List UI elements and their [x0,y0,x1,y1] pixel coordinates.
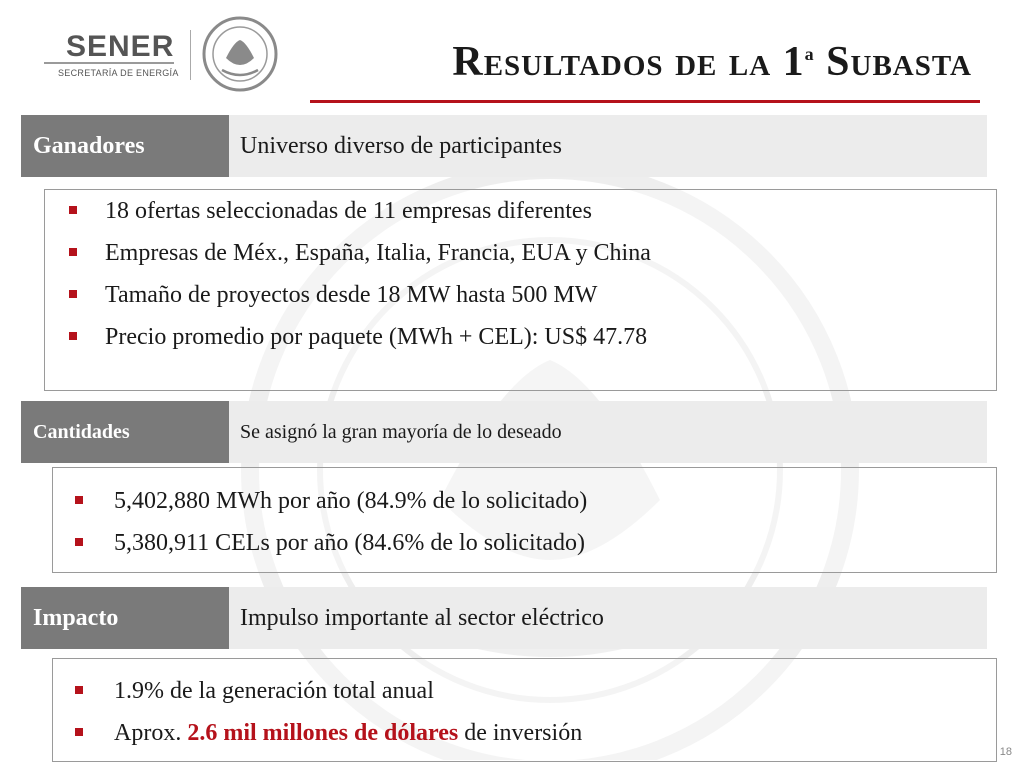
section-description: Universo diverso de participantes [240,133,562,159]
list-item-text: Empresas de Méx., España, Italia, Franci… [105,240,651,266]
list-item-text: 18 ofertas seleccionadas de 11 empresas … [105,198,592,224]
list-item: Precio promedio por paquete (MWh + CEL):… [45,321,996,363]
list-item-text: 5,402,880 MWh por año (84.9% de lo solic… [114,488,588,514]
logo-wordmark: SENER [66,30,175,63]
investment-highlight: 2.6 mil millones de dólares [187,720,459,746]
section-bar-ganadores: Ganadores Universo diverso de participan… [21,115,987,177]
list-item-text: Tamaño de proyectos desde 18 MW hasta 50… [105,282,598,308]
header-separator [190,30,191,80]
list-item: 18 ofertas seleccionadas de 11 empresas … [45,195,996,237]
section-description: Impulso importante al sector eléctrico [240,605,604,631]
logo-subtitle: SECRETARÍA DE ENERGÍA [58,68,179,78]
title-underline [310,100,980,103]
section-tag: Ganadores [21,115,229,177]
bullet-icon [69,248,77,256]
section-box-ganadores: 18 ofertas seleccionadas de 11 empresas … [44,189,997,391]
section-bar-cantidades: Cantidades Se asignó la gran mayoría de … [21,401,987,463]
page-title: Resultados de la 1a Subasta [452,38,972,86]
bullet-icon [69,206,77,214]
title-main: Resultados de la 1 [452,39,805,85]
section-tag: Cantidades [21,401,229,463]
list-item: 5,380,911 CELs por año (84.6% de lo soli… [53,527,996,569]
list-item-text-suffix: de inversión [458,720,583,746]
bullet-icon [75,686,83,694]
section-bar-impacto: Impacto Impulso importante al sector elé… [21,587,987,649]
bullet-icon [75,496,83,504]
section-tag: Impacto [21,587,229,649]
sener-logo: SENER SECRETARÍA DE ENERGÍA [44,24,184,84]
list-item: Tamaño de proyectos desde 18 MW hasta 50… [45,279,996,321]
title-superscript: a [804,44,815,64]
bullet-icon [75,538,83,546]
section-box-impacto: 1.9% de la generación total anual Aprox.… [52,658,997,762]
list-item: 1.9% de la generación total anual [53,675,996,717]
list-item-text-prefix: Aprox. [114,720,188,746]
title-tail: Subasta [814,39,972,85]
section-description: Se asignó la gran mayoría de lo deseado [240,421,562,443]
logo-divider [44,62,174,64]
bullet-icon [69,290,77,298]
bullet-icon [75,728,83,736]
list-item-text: 5,380,911 CELs por año (84.6% de lo soli… [114,530,586,556]
national-seal-icon [202,16,278,92]
list-item: Empresas de Méx., España, Italia, Franci… [45,237,996,279]
list-item-text: Precio promedio por paquete (MWh + CEL):… [105,324,648,350]
page-number: 18 [999,746,1012,758]
list-item: 5,402,880 MWh por año (84.9% de lo solic… [53,485,996,527]
bullet-icon [69,332,77,340]
list-item: Aprox. 2.6 mil millones de dólares de in… [53,717,996,759]
section-box-cantidades: 5,402,880 MWh por año (84.9% de lo solic… [52,467,997,573]
list-item-text: 1.9% de la generación total anual [114,678,434,704]
